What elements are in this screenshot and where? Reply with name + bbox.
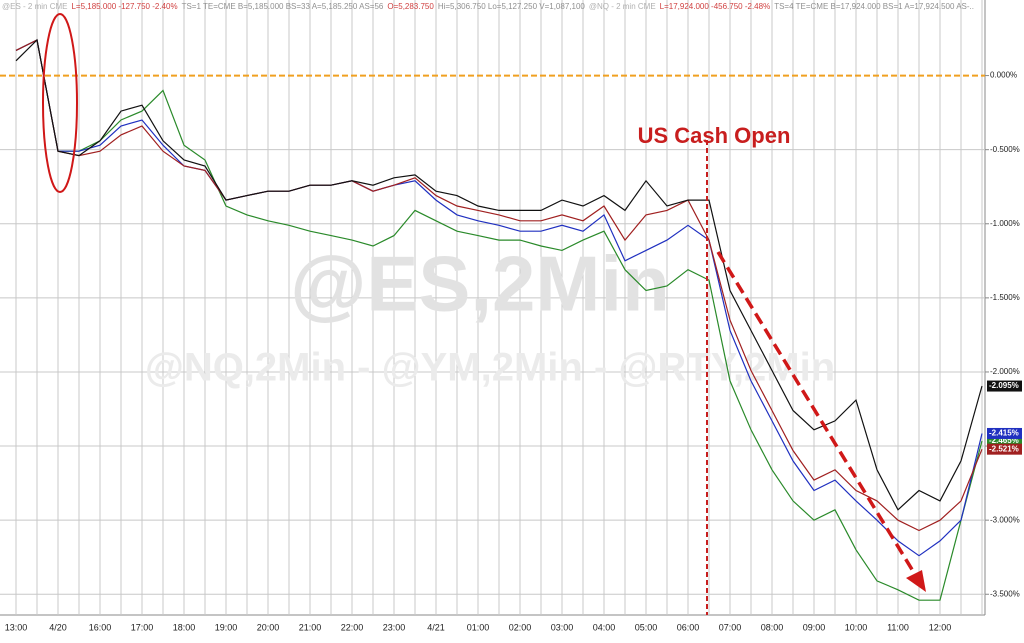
y-tick-label: -1.500% — [990, 293, 1020, 302]
y-tick-label: 0.000% — [990, 71, 1017, 80]
x-tick-label: 4/21 — [427, 622, 445, 632]
x-tick-label: 20:00 — [257, 622, 280, 632]
end-label: -2.095% — [989, 381, 1019, 390]
x-tick-label: 08:00 — [761, 622, 784, 632]
y-tick-label: -3.000% — [990, 515, 1020, 524]
trend-arrow-head — [906, 570, 926, 592]
watermark: @ES,2Min — [290, 240, 669, 328]
annotation: US Cash Open — [638, 123, 791, 148]
header: @ES - 2 min CME L=5,185.000 -127.750 -2.4… — [2, 2, 974, 11]
end-label-box — [987, 443, 1022, 455]
x-tick-label: 03:00 — [551, 622, 574, 632]
x-tick-label: 07:00 — [719, 622, 742, 632]
y-tick-label: -1.000% — [990, 219, 1020, 228]
x-tick-label: 22:00 — [341, 622, 364, 632]
x-tick-label: 05:00 — [635, 622, 658, 632]
end-label: -2.521% — [989, 444, 1019, 453]
end-label: -2.415% — [989, 429, 1019, 438]
y-tick-label: -0.500% — [990, 145, 1020, 154]
x-tick-label: 21:00 — [299, 622, 322, 632]
x-tick-label: 09:00 — [803, 622, 826, 632]
x-tick-label: 06:00 — [677, 622, 700, 632]
y-tick-label: -3.500% — [990, 589, 1020, 598]
x-tick-label: 02:00 — [509, 622, 532, 632]
header-segment: L=17,924.000 -456.750 -2.48% — [660, 2, 771, 11]
trend-arrow — [716, 251, 918, 577]
x-tick-label: 16:00 — [89, 622, 112, 632]
series-line — [15, 39, 983, 557]
y-tick-label: -2.000% — [990, 367, 1020, 376]
end-label-box — [987, 380, 1022, 392]
x-tick-label: 01:00 — [467, 622, 490, 632]
header-segment: TS=4 TE=CME B=17,924.000 BS=1 A=17,924.5… — [774, 2, 974, 11]
x-tick-label: 17:00 — [131, 622, 154, 632]
header-segment: Hi=5,306.750 Lo=5,127.250 V=1,087,100 — [438, 2, 586, 11]
series-line — [15, 38, 983, 511]
x-tick-label: 18:00 — [173, 622, 196, 632]
watermark-sub: @NQ,2Min - @YM,2Min - @RTY,2Min — [145, 346, 835, 390]
x-tick-label: 12:00 — [929, 622, 952, 632]
x-tick-label: 10:00 — [845, 622, 868, 632]
lines — [15, 38, 983, 601]
series-line — [15, 39, 983, 601]
header-segment: @ES - 2 min CME — [2, 2, 67, 11]
x-tick-label: 04:00 — [593, 622, 616, 632]
x-tick-label: 23:00 — [383, 622, 406, 632]
end-label: -2.465% — [989, 436, 1019, 445]
header-segment: O=5,283.750 — [387, 2, 434, 11]
end-label-box — [987, 427, 1022, 439]
end-label-box — [987, 435, 1022, 447]
series-line — [15, 39, 983, 532]
header-segment: L=5,185.000 -127.750 -2.40% — [71, 2, 177, 11]
x-tick-label: 19:00 — [215, 622, 238, 632]
highlight-ellipse — [42, 13, 78, 193]
grid — [0, 0, 989, 616]
header-segment: @NQ - 2 min CME — [589, 2, 656, 11]
header-segment: TS=1 TE=CME B=5,185.000 BS=33 A=5,185.25… — [182, 2, 384, 11]
x-tick-label: 4/20 — [49, 622, 67, 632]
x-tick-label: 13:00 — [5, 622, 28, 632]
x-tick-label: 11:00 — [887, 622, 909, 632]
